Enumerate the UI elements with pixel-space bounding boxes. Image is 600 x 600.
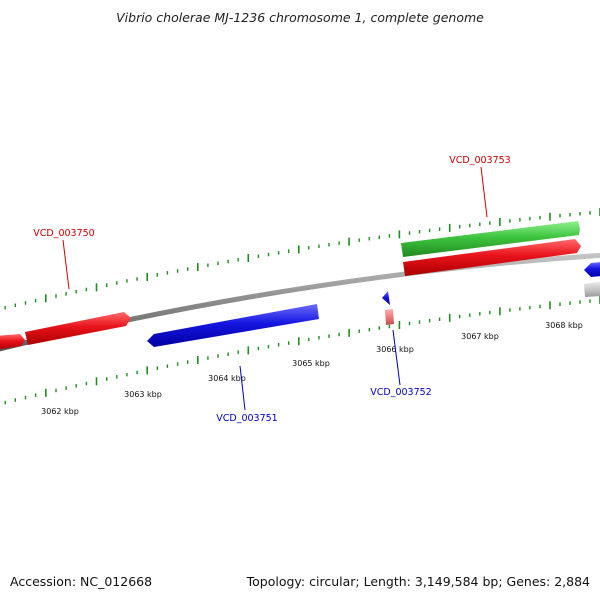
leader-line [62,239,70,290]
gene-feature-pseudo[interactable] [385,309,394,325]
tick-label: 3062 kbp [41,407,79,416]
forward-strand-track [0,221,581,350]
gene-feature[interactable] [0,334,25,350]
tick-label: 3064 kbp [208,374,246,383]
gene-label-vcd-003751[interactable]: VCD_003751 [216,413,277,424]
lower-tick-track [4,296,600,405]
gene-labels: VCD_003750 VCD_003751 VCD_003752 VCD_003… [33,155,510,424]
tick-label: 3067 kbp [461,332,499,341]
tick-label: 3068 kbp [545,321,583,330]
gene-label-vcd-003752[interactable]: VCD_003752 [370,387,431,398]
reverse-strand-track [147,262,600,347]
gene-feature-vcd-003751[interactable] [147,304,319,347]
upper-tick-track [4,208,600,310]
leader-line [239,365,246,411]
gene-feature-vcd-003750[interactable] [25,312,131,345]
gene-feature-vcd-003753-rna[interactable] [401,221,580,257]
gene-label-vcd-003750[interactable]: VCD_003750 [33,228,94,239]
map-title: Vibrio cholerae MJ-1236 chromosome 1, co… [116,10,484,25]
tick-label: 3063 kbp [124,390,162,399]
gene-feature-edge-gray[interactable] [584,281,600,297]
gene-label-vcd-003753[interactable]: VCD_003753 [449,155,510,166]
tick-label: 3065 kbp [292,359,330,368]
gene-feature-edge-blue[interactable] [584,262,600,277]
genome-summary-text: Topology: circular; Length: 3,149,584 bp… [246,574,590,589]
accession-text: Accession: NC_012668 [10,574,152,589]
gene-feature-vcd-003752[interactable] [382,291,390,305]
gene-feature-vcd-003753[interactable] [403,239,581,276]
leader-line [392,329,401,386]
tick-labels: 3062 kbp 3063 kbp 3064 kbp 3065 kbp 3066… [41,321,583,416]
leader-line [480,166,488,218]
genome-backbone [0,252,600,352]
